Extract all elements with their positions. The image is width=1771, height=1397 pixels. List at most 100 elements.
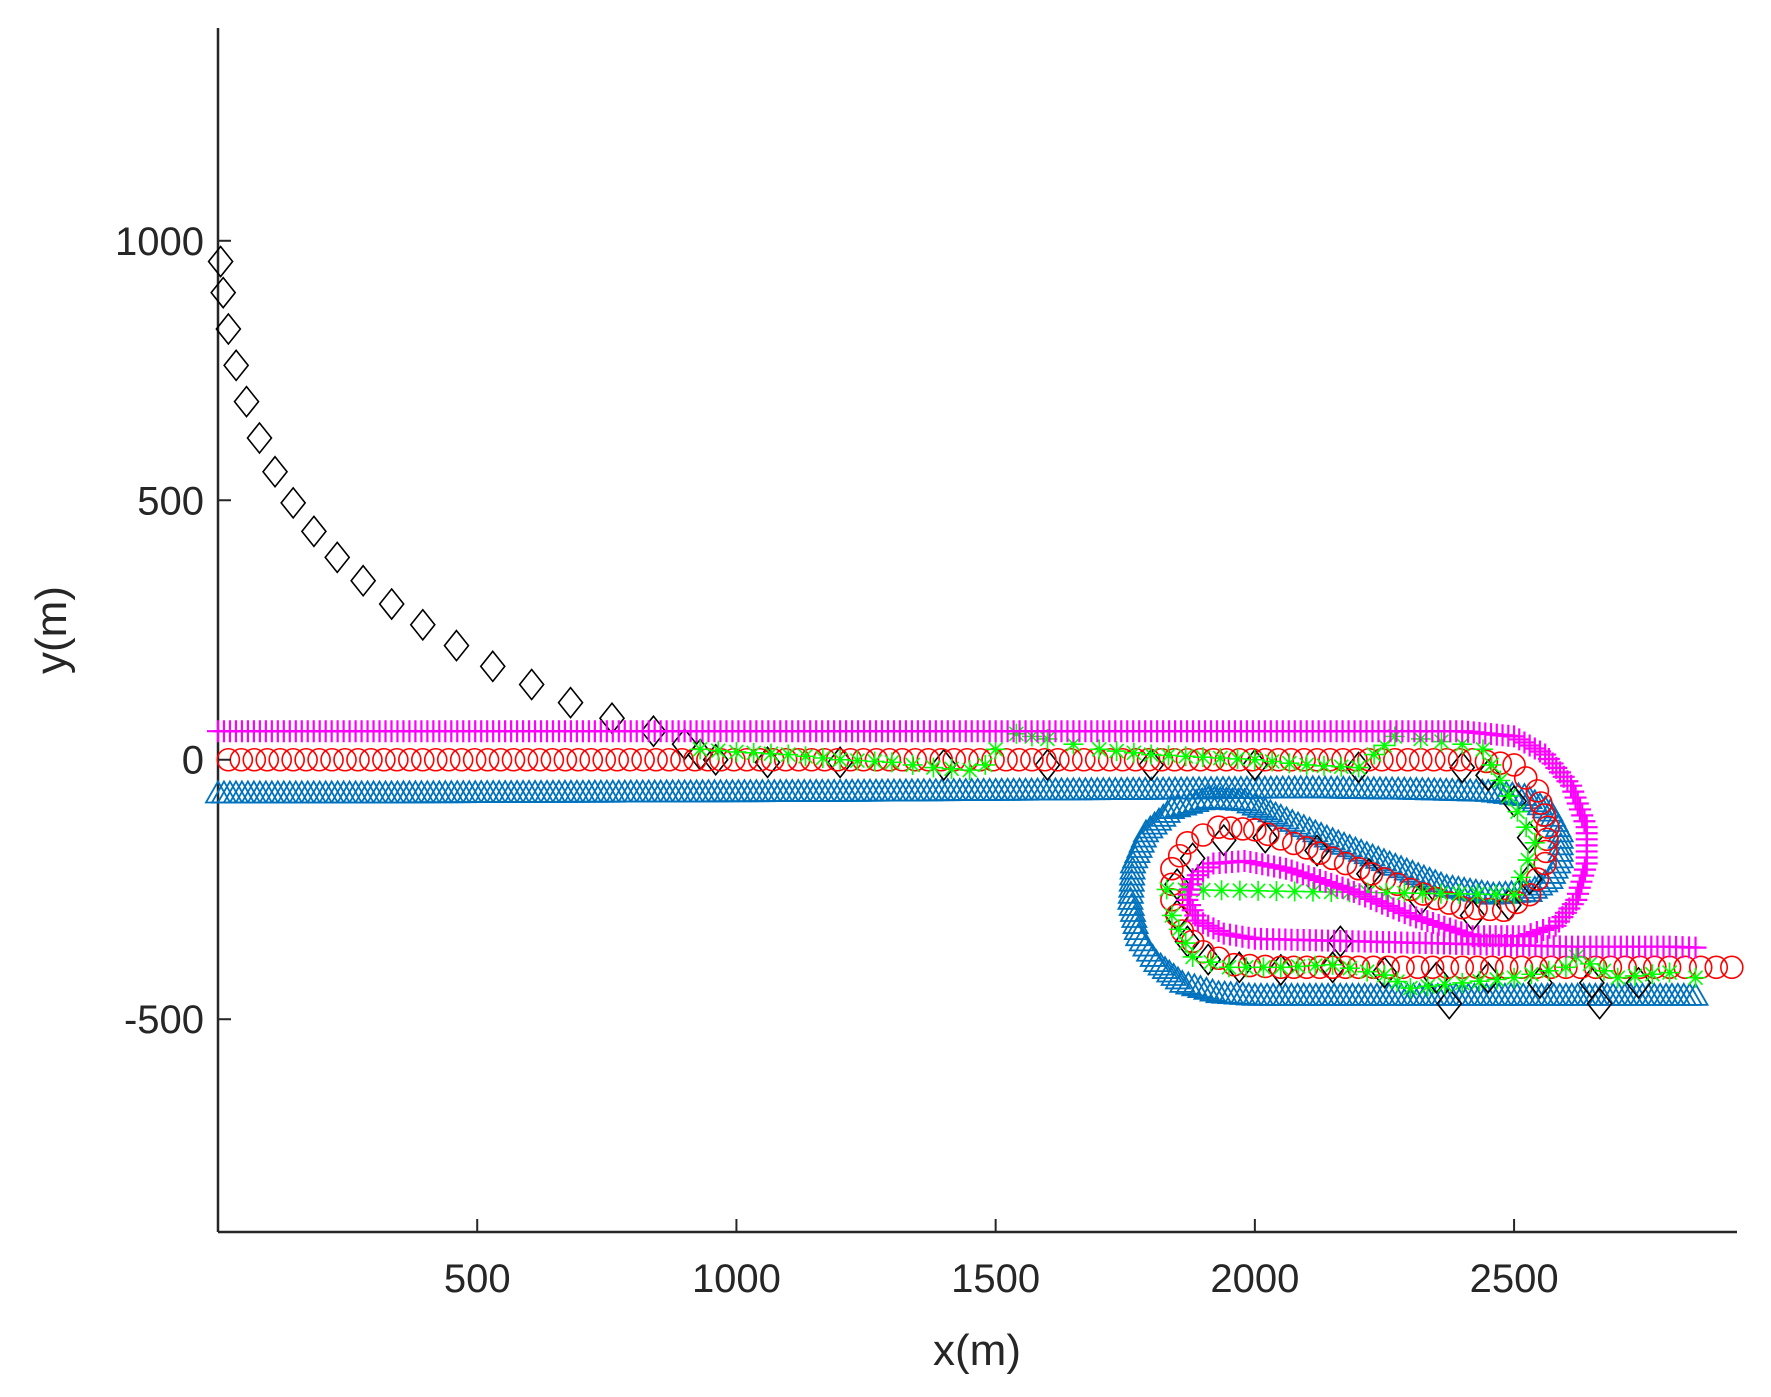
data-point-circle xyxy=(799,747,824,772)
data-point-plus xyxy=(1519,923,1542,946)
data-point-diamond xyxy=(1226,951,1253,984)
data-point-circle xyxy=(605,747,629,772)
data-point-plus xyxy=(1192,912,1215,935)
data-point-asterisk xyxy=(1431,731,1452,752)
data-point-asterisk xyxy=(743,742,764,763)
data-point-triangle xyxy=(1154,799,1182,823)
data-point-triangle xyxy=(1188,786,1216,811)
data-point-asterisk xyxy=(1412,883,1433,904)
data-point-asterisk xyxy=(1218,957,1239,978)
data-point-asterisk xyxy=(1452,734,1473,755)
data-point-asterisk xyxy=(690,739,711,760)
data-point-plus xyxy=(1538,916,1561,939)
data-point-diamond xyxy=(1304,834,1331,867)
data-point-circle xyxy=(1230,817,1255,841)
data-point-asterisk xyxy=(726,741,747,762)
data-point-circle xyxy=(1160,856,1184,881)
data-point-asterisk xyxy=(1498,786,1519,807)
data-point-asterisk xyxy=(1467,884,1488,905)
data-point-triangle xyxy=(1241,791,1269,816)
data-point-circle xyxy=(773,747,798,772)
series-diamond xyxy=(207,245,1652,1020)
data-point-triangle xyxy=(1336,833,1364,858)
data-point-plus xyxy=(1291,863,1314,886)
data-point-asterisk xyxy=(1580,953,1601,974)
series-triangle xyxy=(204,774,1710,1006)
data-point-triangle xyxy=(1168,969,1196,993)
data-point-triangle xyxy=(1521,875,1549,899)
data-point-asterisk xyxy=(1210,748,1231,769)
data-point-plus xyxy=(1202,917,1225,940)
data-point-circle xyxy=(1333,851,1358,876)
data-point-circle xyxy=(514,747,539,772)
data-point-asterisk xyxy=(923,757,944,778)
data-point-asterisk xyxy=(1313,755,1334,776)
data-point-asterisk xyxy=(1642,964,1663,985)
data-point-triangle xyxy=(1118,892,1146,916)
y-axis-label: y(m) xyxy=(27,586,76,674)
data-point-circle xyxy=(410,747,435,772)
data-point-diamond xyxy=(1319,951,1346,984)
data-point-asterisk xyxy=(1374,965,1395,986)
data-point-circle xyxy=(488,747,513,772)
data-point-asterisk xyxy=(847,750,868,771)
x-tick-label: 2000 xyxy=(1210,1257,1299,1301)
data-point-asterisk xyxy=(1517,850,1538,871)
data-point-asterisk xyxy=(902,754,923,775)
data-point-asterisk xyxy=(1593,960,1614,981)
data-point-plus xyxy=(1568,876,1591,899)
data-point-diamond xyxy=(300,515,327,548)
data-point-asterisk xyxy=(1236,957,1257,978)
data-point-triangle xyxy=(1536,865,1564,890)
data-point-circle xyxy=(398,747,422,772)
data-point-plus xyxy=(1331,876,1354,899)
data-point-circle xyxy=(294,747,318,772)
data-point-circle xyxy=(1513,766,1538,790)
data-point-circle xyxy=(644,747,668,772)
data-point-asterisk xyxy=(812,748,833,769)
data-point-plus xyxy=(1325,874,1348,897)
series-asterisk xyxy=(690,723,1706,999)
data-point-circle xyxy=(475,747,500,772)
x-ticks: 500 1000 1500 2000 2500 xyxy=(444,1219,1559,1301)
data-point-circle xyxy=(1294,836,1319,860)
data-point-circle xyxy=(1046,747,1070,772)
data-point-triangle xyxy=(1421,868,1449,893)
data-point-asterisk xyxy=(1339,958,1360,979)
data-point-plus xyxy=(1176,888,1199,911)
data-point-triangle xyxy=(1347,838,1375,862)
data-point-triangle xyxy=(1198,977,1227,1002)
data-point-asterisk xyxy=(1141,744,1162,765)
data-point-circle xyxy=(1474,749,1499,774)
data-point-triangle xyxy=(1370,847,1398,872)
data-point-asterisk xyxy=(1490,770,1511,791)
data-point-diamond xyxy=(350,564,377,597)
data-point-circle xyxy=(540,747,565,772)
data-point-triangle xyxy=(1376,849,1404,874)
data-point-circle xyxy=(877,747,902,772)
data-point-diamond xyxy=(223,349,250,382)
data-point-circle xyxy=(618,747,642,772)
data-point-diamond xyxy=(207,245,234,278)
data-point-diamond xyxy=(215,312,242,346)
data-point-asterisk xyxy=(985,739,1006,760)
data-point-plus xyxy=(1560,774,1583,797)
data-point-asterisk xyxy=(1279,753,1300,774)
data-point-circle xyxy=(1331,747,1355,772)
data-point-asterisk xyxy=(1211,880,1232,901)
data-point-triangle xyxy=(1479,880,1507,905)
data-point-plus xyxy=(1320,872,1343,895)
data-point-asterisk xyxy=(1270,957,1291,978)
data-point-circle xyxy=(1346,856,1371,881)
data-point-asterisk xyxy=(1452,972,1473,993)
data-point-circle xyxy=(864,747,889,772)
data-point-circle xyxy=(1434,747,1459,772)
data-point-asterisk xyxy=(1504,967,1525,988)
data-point-plus xyxy=(1337,878,1360,901)
data-point-triangle xyxy=(1176,790,1204,814)
data-point-asterisk xyxy=(778,744,799,765)
data-point-asterisk xyxy=(1507,801,1528,822)
data-point-plus xyxy=(1181,899,1204,922)
data-point-asterisk xyxy=(1348,757,1369,778)
data-point-diamond xyxy=(280,486,307,520)
